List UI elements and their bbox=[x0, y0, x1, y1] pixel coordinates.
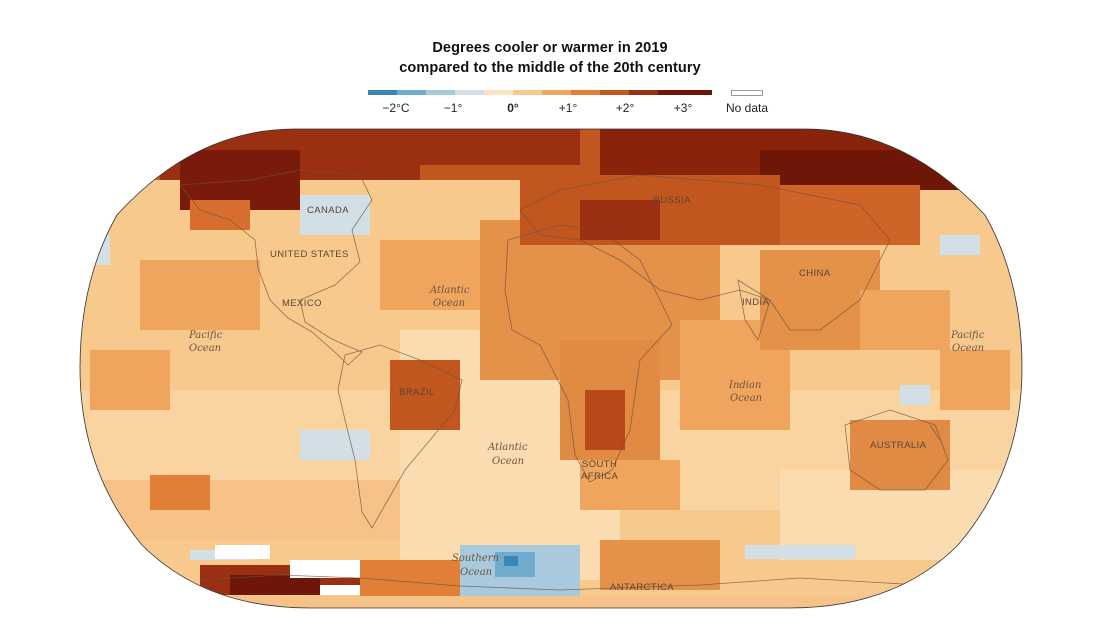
legend-tick-plus-3: +3° bbox=[673, 101, 693, 115]
label-southern-ocean-line2: Ocean bbox=[460, 567, 492, 578]
color-legend: −2°C −1° 0° +1° +2° +3° No data bbox=[0, 0, 1100, 120]
legend-swatch bbox=[455, 90, 484, 95]
legend-tick-zero: 0° bbox=[507, 101, 519, 115]
label-indian-line1: Indian bbox=[728, 380, 761, 391]
label-atlantic-south-line1: Atlantic bbox=[487, 442, 528, 453]
legend-tick-plus-1: +1° bbox=[558, 101, 578, 115]
legend-no-data-label: No data bbox=[726, 101, 769, 115]
label-indian-line2: Ocean bbox=[730, 393, 762, 404]
label-mexico: MEXICO bbox=[282, 298, 322, 309]
coastlines bbox=[179, 169, 1001, 596]
label-pacific-west-line1: Pacific bbox=[188, 330, 223, 341]
label-south-africa-line1: SOUTH bbox=[582, 459, 617, 470]
label-pacific-west-line2: Ocean bbox=[189, 343, 221, 354]
legend-no-data-swatch bbox=[731, 90, 763, 96]
legend-swatch bbox=[484, 90, 513, 95]
map-title-line-1: Degrees cooler or warmer in 2019 bbox=[432, 40, 668, 56]
label-russia: RUSSIA bbox=[653, 195, 691, 206]
label-atlantic-south-line2: Ocean bbox=[492, 456, 524, 467]
legend-tick-minus-1: −1° bbox=[443, 101, 463, 115]
label-australia: AUSTRALIA bbox=[870, 440, 927, 451]
legend-swatch bbox=[368, 90, 397, 95]
legend-tick-plus-2: +2° bbox=[615, 101, 635, 115]
legend-swatch bbox=[542, 90, 571, 95]
label-brazil: BRAZIL bbox=[399, 387, 435, 398]
temperature-anomaly-field bbox=[80, 129, 1022, 608]
legend-tick-minus-2: −2°C bbox=[382, 101, 410, 115]
legend-swatch bbox=[513, 90, 542, 95]
legend-swatch bbox=[426, 90, 455, 95]
legend-swatch bbox=[629, 90, 658, 95]
label-pacific-east-line1: Pacific bbox=[950, 330, 985, 341]
label-southern-ocean-line1: Southern bbox=[452, 553, 499, 564]
label-atlantic-north-line2: Ocean bbox=[433, 298, 465, 309]
label-china: CHINA bbox=[799, 268, 831, 279]
label-antarctica: ANTARCTICA bbox=[610, 582, 674, 593]
legend-swatch bbox=[571, 90, 600, 95]
label-atlantic-north-line1: Atlantic bbox=[429, 285, 470, 296]
label-united-states: UNITED STATES bbox=[270, 249, 349, 260]
label-south-africa-line2: AFRICA bbox=[581, 471, 619, 482]
label-canada: CANADA bbox=[307, 205, 349, 216]
legend-swatch bbox=[397, 90, 426, 95]
globe-outline bbox=[79, 128, 1023, 609]
legend-swatch bbox=[600, 90, 629, 95]
map-title-line-2: compared to the middle of the 20th centu… bbox=[399, 60, 701, 76]
legend-swatch bbox=[658, 90, 712, 95]
label-pacific-east-line2: Ocean bbox=[952, 343, 984, 354]
label-india: INDIA bbox=[742, 297, 770, 308]
